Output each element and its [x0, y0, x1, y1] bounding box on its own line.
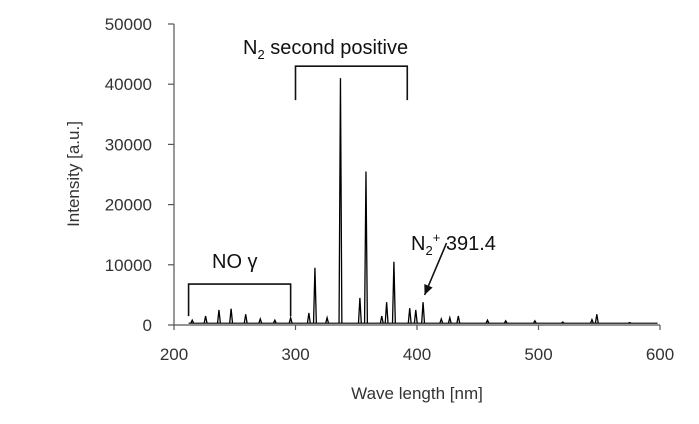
- spectrum-peak: [407, 308, 412, 324]
- spectrum-peak: [421, 302, 426, 324]
- y-tick-label: 20000: [105, 196, 152, 215]
- spectrum-peak: [485, 318, 490, 324]
- spectrum-peak: [560, 321, 565, 324]
- bracket-no-gamma: [187, 283, 292, 317]
- spectrum-peak: [627, 321, 632, 324]
- spectrum-peak: [589, 317, 594, 324]
- spectrum-peak: [272, 318, 277, 324]
- spectrum-peak: [312, 267, 317, 324]
- spectrum-peak: [338, 78, 343, 324]
- spectrum-peak: [306, 312, 311, 324]
- spectrum-peak: [216, 309, 222, 324]
- spectrum-peak: [503, 319, 508, 324]
- spectrum-peak: [532, 319, 537, 324]
- x-tick-label: 200: [160, 345, 188, 364]
- spectrum-peak: [243, 314, 248, 324]
- spectrum-peak: [439, 316, 444, 324]
- annotation-no-gamma-label: NO γ: [212, 251, 258, 273]
- y-axis-ticks: 0 10000 20000 30000 40000 50000: [105, 15, 174, 335]
- annotation-no-gamma: NO γ: [187, 251, 292, 317]
- spectrum-peak: [447, 315, 452, 324]
- spectrum-peak: [203, 315, 208, 324]
- annotation-n2-ion-391: N2+ 391.4: [411, 230, 496, 296]
- bracket-n2-second-positive: [294, 65, 409, 101]
- x-tick-label: 600: [646, 345, 674, 364]
- x-axis-title: Wave length [nm]: [351, 384, 483, 403]
- spectrum-peak: [391, 261, 396, 324]
- y-tick-label: 50000: [105, 15, 152, 34]
- plot-area: [173, 24, 660, 326]
- y-tick-label: 40000: [105, 75, 152, 94]
- spectrum-peak: [413, 309, 418, 324]
- spectrum-peak: [456, 315, 461, 324]
- spectrum-peak: [384, 302, 389, 324]
- spectrum-peak: [357, 297, 362, 324]
- spectrum-peak: [229, 308, 234, 324]
- annotation-n2-ion-label: N2+ 391.4: [411, 230, 496, 258]
- spectrum-peak: [288, 315, 293, 324]
- spectrum-peak: [325, 315, 330, 324]
- arrowhead-n2-ion: [424, 284, 433, 295]
- y-tick-label: 0: [143, 316, 152, 335]
- x-axis-ticks: 200 300 400 500 600: [160, 325, 674, 364]
- spectrum-peak: [363, 171, 369, 324]
- y-tick-label: 30000: [105, 135, 152, 154]
- spectrum-peak: [258, 316, 263, 324]
- annotation-n2-second-positive: N2 second positive: [243, 37, 409, 101]
- x-tick-label: 400: [403, 345, 431, 364]
- spectrum-peak: [190, 318, 195, 324]
- y-tick-label: 10000: [105, 256, 152, 275]
- spectrum-peak: [379, 315, 384, 324]
- y-axis-title: Intensity [a.u.]: [64, 121, 83, 227]
- annotation-n2-label: N2 second positive: [243, 37, 408, 62]
- x-tick-label: 500: [524, 345, 552, 364]
- series-group: [188, 78, 658, 324]
- spectrum-peak: [594, 314, 599, 324]
- x-tick-label: 300: [281, 345, 309, 364]
